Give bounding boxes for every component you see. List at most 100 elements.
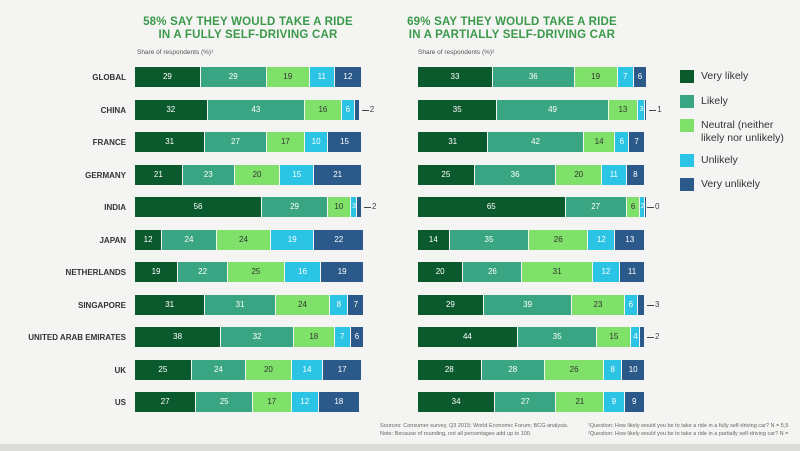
bar-segment: 7	[334, 327, 350, 347]
bar-segment: 18	[293, 327, 334, 347]
bar-segment: 26	[463, 262, 522, 282]
callout-line	[361, 109, 369, 111]
bar-segment: 38	[135, 327, 221, 347]
bar-segment: 6	[615, 132, 629, 152]
legend-swatch	[680, 95, 694, 108]
bar-segment: 10	[327, 197, 350, 217]
bar-segment: 36	[474, 164, 556, 185]
bar-segment: 44	[418, 327, 517, 347]
bar-segment: 14	[583, 132, 615, 152]
callout-label: 2	[372, 202, 377, 211]
bar-segment: 35	[449, 229, 529, 250]
chart-right-title-line1: 69% SAY THEY WOULD TAKE A RIDE	[407, 16, 617, 28]
bar-segment: 25	[135, 359, 191, 380]
bar-segment: 36	[492, 67, 574, 87]
bar-segment: 9	[604, 392, 624, 412]
bar-segment: 12	[291, 392, 318, 412]
bar-segment: 13	[608, 99, 638, 120]
bar-segment: 56	[135, 197, 262, 217]
bar-segment: 24	[162, 229, 216, 250]
row-label-japan: JAPAN	[99, 235, 126, 245]
bar-segment: 31	[135, 132, 205, 152]
bar-segment: 32	[221, 327, 293, 347]
bar-segment: 27	[565, 197, 626, 217]
bar-segment: 13	[615, 229, 644, 250]
bar-segment: 21	[314, 164, 361, 185]
bar-segment: 42	[488, 132, 583, 152]
bar-segment	[638, 99, 644, 120]
callout-label: 3	[655, 299, 660, 309]
bar-segment: 34	[418, 392, 495, 412]
row-label-france: FRANCE	[92, 138, 126, 147]
bar-segment: 12	[592, 262, 620, 282]
bar-segment: 26	[545, 359, 604, 380]
bar-segment: 17	[323, 359, 361, 380]
bar-segment: 10	[305, 132, 327, 152]
bar-segment: 16	[305, 99, 341, 120]
bar-segment	[640, 197, 644, 217]
bar-segment: 19	[271, 229, 314, 250]
legend-label: Neutral (neither likely nor unlikely)	[701, 119, 784, 144]
bar-segment: 28	[481, 359, 545, 380]
bar-segment: 19	[135, 262, 178, 282]
bar-segment	[355, 99, 359, 120]
callout-label: 2	[655, 332, 660, 341]
bar-segment: 14	[291, 359, 323, 380]
row-label-global: GLOBAL	[92, 73, 126, 82]
legend-swatch	[680, 70, 694, 83]
bar-segment: 20	[234, 164, 280, 185]
bar-segment: 43	[207, 99, 305, 120]
bar-segment: 31	[205, 294, 275, 315]
bar-segment: 33	[418, 67, 492, 87]
bar-segment: 18	[318, 392, 359, 412]
bar-segment: 29	[262, 197, 327, 217]
bar-segment: 22	[314, 229, 364, 250]
bar-segment: 8	[330, 294, 348, 315]
bar-segment	[645, 99, 647, 120]
bar-segment: 25	[196, 392, 253, 412]
row-label-india: INDIA	[104, 203, 126, 212]
bar-segment	[640, 327, 644, 347]
bar-segment: 23	[182, 164, 234, 185]
bar-segment: 21	[556, 392, 604, 412]
bar-segment: 26	[529, 229, 588, 250]
bar-segment: 27	[495, 392, 556, 412]
bar-segment: 15	[327, 132, 361, 152]
bar-segment: 29	[135, 67, 200, 87]
callout-line	[647, 337, 654, 338]
callout-line	[647, 304, 654, 306]
bar-segment: 24	[275, 294, 330, 315]
bar-segment: 25	[228, 262, 284, 282]
bar-segment: 31	[135, 294, 205, 315]
bar-segment: 12	[588, 229, 615, 250]
bar-segment: 15	[280, 164, 314, 185]
bar-segment	[357, 197, 361, 217]
callout-label: 2	[369, 104, 375, 114]
legend-label: Likely	[701, 95, 728, 107]
legend-swatch	[680, 178, 694, 191]
bar-segment: 27	[205, 132, 266, 152]
callout-label: 1	[657, 104, 662, 114]
bar-segment: 6	[624, 294, 638, 315]
bar-segment: 20	[556, 164, 601, 185]
bar-segment: 32	[135, 99, 207, 120]
legend-label: Very unlikely	[701, 178, 760, 190]
bar-segment: 8	[604, 359, 622, 380]
bar-segment: 6	[350, 327, 364, 347]
bar-segment: 25	[418, 164, 474, 185]
bar-segment: 31	[522, 262, 592, 282]
footnote-2: ²Question: How likely would you be to ta…	[588, 431, 789, 437]
bar-segment: 9	[624, 392, 644, 412]
row-label-china: CHINA	[100, 105, 126, 115]
bar-segment: 7	[348, 294, 364, 315]
bar-segment: 35	[418, 99, 497, 120]
bar-segment: 12	[334, 67, 361, 87]
chart-right-title: 69% SAY THEY WOULD TAKE A RIDE IN A PART…	[382, 16, 642, 42]
bar-segment: 11	[309, 67, 334, 87]
bar-segment: 29	[200, 67, 266, 87]
bar-segment: 17	[253, 392, 291, 412]
row-label-us: US	[114, 398, 126, 407]
bar-segment: 29	[418, 294, 483, 315]
rounding-note: Note: Because of rounding, not all perce…	[380, 431, 532, 437]
bar-segment: 28	[418, 359, 481, 380]
